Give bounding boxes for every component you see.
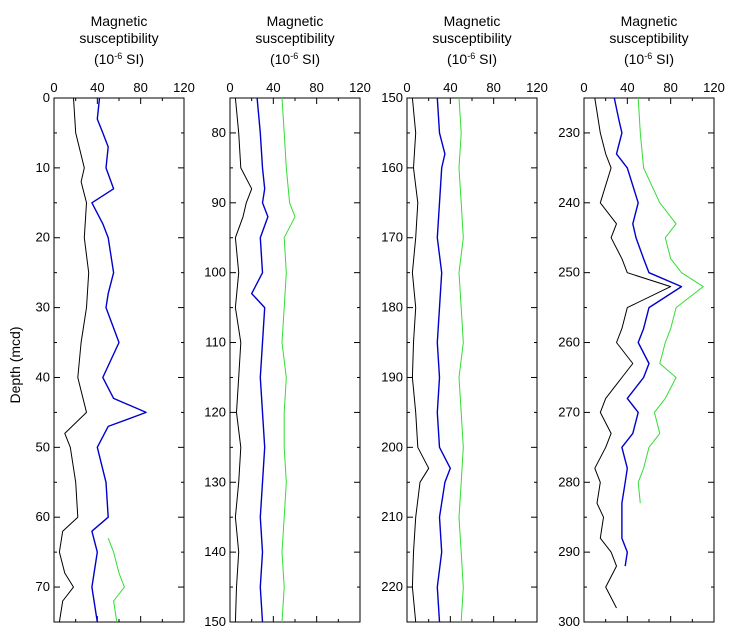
- x-tick-label: 0: [403, 80, 410, 95]
- panel-frame: [229, 97, 361, 623]
- y-tick-label: 240: [558, 195, 580, 210]
- y-tick-label: 170: [381, 230, 403, 245]
- x-tick-label: 120: [703, 80, 725, 95]
- panel-frame: [53, 97, 185, 623]
- y-tick-label: 60: [36, 509, 50, 524]
- x-tick-label: 40: [90, 80, 104, 95]
- series-line-green: [637, 97, 704, 504]
- panel-title-line1: Magnetic: [444, 13, 501, 29]
- panel-title-line2: susceptibility: [609, 30, 688, 46]
- y-tick-label: 180: [381, 300, 403, 315]
- panel-title-unit: (10-6 SI): [624, 51, 674, 67]
- panel-frame: [406, 97, 538, 623]
- x-tick-label: 120: [173, 80, 195, 95]
- y-tick-label: 110: [205, 335, 226, 350]
- x-tick-label: 0: [50, 80, 57, 95]
- panel-title-line1: Magnetic: [621, 13, 678, 29]
- series-line-black: [411, 97, 430, 623]
- series-line-blue: [91, 97, 147, 623]
- y-tick-label: 300: [558, 614, 580, 629]
- y-tick-label: 140: [204, 544, 226, 559]
- panel-title-unit: (10-6 SI): [270, 51, 320, 67]
- series-line-green: [107, 538, 125, 623]
- series-line-green: [281, 97, 296, 623]
- y-tick-label: 50: [36, 439, 50, 454]
- x-tick-label: 80: [133, 80, 147, 95]
- y-tick-label: 130: [204, 474, 226, 489]
- series-line-blue: [436, 97, 451, 623]
- y-tick-label: 30: [36, 300, 50, 315]
- series-line-blue: [250, 97, 269, 623]
- panel-title-line2: susceptibility: [255, 30, 334, 46]
- panel-title-line1: Magnetic: [91, 13, 148, 29]
- y-tick-label: 150: [381, 90, 403, 105]
- x-tick-label: 40: [266, 80, 280, 95]
- depth-axis-label: Depth (mcd): [7, 326, 23, 403]
- y-tick-label: 100: [204, 265, 226, 280]
- y-tick-label: 150: [204, 614, 226, 629]
- y-tick-label: 250: [558, 265, 580, 280]
- panel-title-line1: Magnetic: [267, 13, 324, 29]
- x-tick-label: 80: [663, 80, 677, 95]
- series-line-black: [594, 97, 672, 609]
- y-tick-label: 70: [36, 579, 50, 594]
- y-tick-label: 190: [381, 369, 403, 384]
- x-tick-label: 0: [226, 80, 233, 95]
- y-tick-label: 10: [36, 160, 50, 175]
- y-tick-label: 220: [381, 579, 403, 594]
- y-tick-label: 20: [36, 230, 50, 245]
- y-tick-label: 200: [381, 439, 403, 454]
- panel-title-line2: susceptibility: [432, 30, 511, 46]
- y-tick-label: 260: [558, 335, 580, 350]
- x-tick-label: 120: [526, 80, 548, 95]
- y-tick-label: 230: [558, 125, 580, 140]
- panel-title-unit: (10-6 SI): [94, 51, 144, 67]
- series-line-green: [458, 97, 464, 623]
- x-tick-label: 80: [486, 80, 500, 95]
- y-tick-label: 210: [381, 509, 403, 524]
- x-tick-label: 40: [620, 80, 634, 95]
- x-tick-label: 120: [349, 80, 371, 95]
- y-tick-label: 160: [381, 160, 403, 175]
- x-tick-label: 40: [443, 80, 457, 95]
- panel-frame: [583, 97, 715, 623]
- y-tick-label: 270: [558, 404, 580, 419]
- series-line-blue: [613, 97, 683, 567]
- y-tick-label: 80: [212, 125, 226, 140]
- series-line-black: [234, 97, 253, 623]
- y-tick-label: 290: [558, 544, 580, 559]
- panel-title-line2: susceptibility: [79, 30, 158, 46]
- series-line-black: [58, 97, 90, 623]
- y-tick-label: 0: [43, 90, 50, 105]
- x-tick-label: 0: [580, 80, 587, 95]
- y-tick-label: 120: [204, 404, 226, 419]
- y-tick-label: 40: [36, 369, 50, 384]
- panel-title-unit: (10-6 SI): [447, 51, 497, 67]
- y-tick-label: 90: [212, 195, 226, 210]
- y-tick-label: 280: [558, 474, 580, 489]
- x-tick-label: 80: [309, 80, 323, 95]
